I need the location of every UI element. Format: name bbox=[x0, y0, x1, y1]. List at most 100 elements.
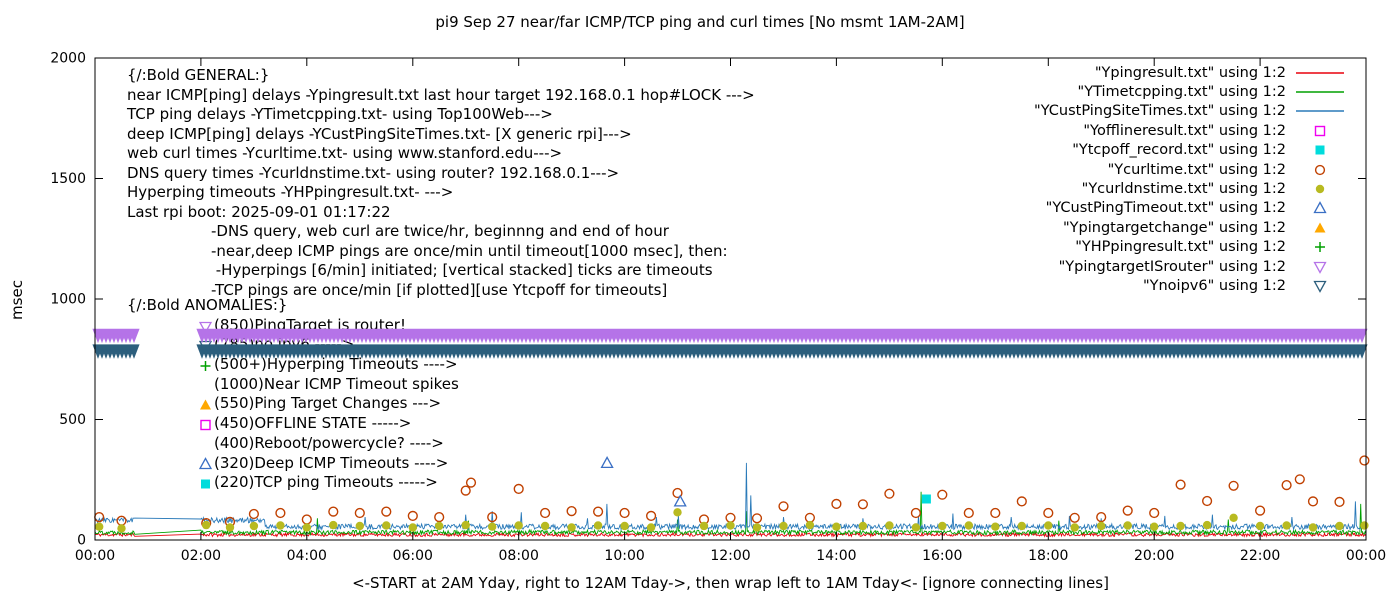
anomaly-note-line: (1000)Near ICMP Timeout spikes bbox=[197, 375, 459, 395]
triangle-down-open-marker-icon bbox=[198, 341, 213, 354]
magenta-open-square-icon bbox=[1314, 125, 1326, 137]
general-note-line: TCP ping delays -YTimetcpping.txt- using… bbox=[127, 105, 553, 123]
legend-label: "YHPpingresult.txt" using 1:2 bbox=[1075, 239, 1286, 256]
y-tick-label: 500 bbox=[59, 412, 86, 428]
x-tick-label: 22:00 bbox=[1240, 548, 1280, 564]
blue-line-icon bbox=[1296, 110, 1344, 113]
anomaly-note-line: (550)Ping Target Changes ---> bbox=[197, 394, 459, 414]
anomaly-note-text: (220)TCP ping Timeouts -----> bbox=[214, 473, 438, 492]
x-tick-label: 12:00 bbox=[710, 548, 750, 564]
x-tick-label: 08:00 bbox=[499, 548, 539, 564]
y-tick-label: 2000 bbox=[50, 51, 86, 67]
legend-label: "Ycurldnstime.txt" using 1:2 bbox=[1081, 181, 1286, 198]
x-tick-label: 06:00 bbox=[393, 548, 433, 564]
anomaly-note-text: (785)no ipv6 -----> bbox=[214, 335, 355, 354]
legend-entry: "Ypingresult.txt" using 1:2 bbox=[1034, 63, 1348, 82]
points-Ycurldnstime.txt bbox=[95, 508, 1369, 533]
anomaly-note-text: (400)Reboot/powercycle? ----> bbox=[214, 433, 444, 452]
anomaly-note-text: (550)Ping Target Changes ---> bbox=[214, 394, 442, 413]
anomaly-note-text: (850)PingTarget is router! bbox=[214, 315, 406, 334]
legend-label: "Ytcpoff_record.txt" using 1:2 bbox=[1072, 142, 1286, 159]
x-tick-label: 16:00 bbox=[922, 548, 962, 564]
anomaly-note-text: {/:Bold ANOMALIES:} bbox=[127, 296, 288, 314]
legend-entry: "Yofflineresult.txt" using 1:2 bbox=[1034, 121, 1348, 140]
anomaly-note-text: (450)OFFLINE STATE -----> bbox=[214, 414, 412, 433]
legend-label: "Yofflineresult.txt" using 1:2 bbox=[1083, 122, 1286, 139]
legend-entry: "YCustPingTimeout.txt" using 1:2 bbox=[1034, 199, 1348, 218]
anomaly-note-line: (220)TCP ping Timeouts -----> bbox=[197, 473, 459, 493]
anomaly-note-line: (450)OFFLINE STATE -----> bbox=[197, 414, 459, 434]
y-tick-label: 1500 bbox=[50, 171, 86, 187]
triangle-filled-marker-icon bbox=[200, 399, 211, 410]
general-notes: {/:Bold GENERAL:} near ICMP[ping] delays … bbox=[127, 66, 755, 300]
anomaly-note-text: (500+)Hyperping Timeouts ----> bbox=[214, 355, 458, 374]
legend: "Ypingresult.txt" using 1:2 "YTimetcpping… bbox=[1034, 63, 1348, 296]
x-tick-label: 02:00 bbox=[181, 548, 221, 564]
anomaly-note-line: (320)Deep ICMP Timeouts ----> bbox=[197, 454, 459, 474]
legend-entry: "Ycurltime.txt" using 1:2 bbox=[1034, 160, 1348, 179]
legend-entry: "Ypingtargetchange" using 1:2 bbox=[1034, 218, 1348, 237]
legend-label: "YTimetcpping.txt" using 1:2 bbox=[1077, 84, 1286, 101]
x-tick-label: 10:00 bbox=[604, 548, 644, 564]
x-tick-label: 00:00 bbox=[1346, 548, 1386, 564]
legend-label: "Ypingresult.txt" using 1:2 bbox=[1094, 64, 1286, 81]
rust-open-circle-icon bbox=[1314, 164, 1326, 175]
general-note-line: {/:Bold GENERAL:} bbox=[127, 66, 270, 84]
legend-entry: "Ytcpoff_record.txt" using 1:2 bbox=[1034, 141, 1348, 160]
legend-label: "YCustPingSiteTimes.txt" using 1:2 bbox=[1034, 103, 1286, 120]
legend-entry: "YHPpingresult.txt" using 1:2 bbox=[1034, 238, 1348, 257]
x-tick-label: 14:00 bbox=[816, 548, 856, 564]
square-open-marker-icon bbox=[200, 419, 211, 431]
triangle-open-marker-icon bbox=[198, 457, 213, 470]
y-axis-label: msec bbox=[8, 280, 26, 320]
general-note-line: Last rpi boot: 2025-09-01 01:17:22 bbox=[127, 202, 391, 221]
anomaly-note-line: (850)PingTarget is router! bbox=[197, 316, 459, 336]
y-tick-label: 0 bbox=[77, 533, 86, 549]
chart-title: pi9 Sep 27 near/far ICMP/TCP ping and cu… bbox=[435, 13, 965, 31]
general-note-line: -DNS query, web curl are twice/hr, begin… bbox=[211, 222, 669, 240]
general-note-line: near ICMP[ping] delays -Ypingresult.txt … bbox=[127, 85, 755, 104]
points-YCustPingTimeout.txt bbox=[600, 456, 687, 507]
anomalies-notes: {/:Bold ANOMALIES:} (850)PingTarget is ro… bbox=[127, 296, 459, 493]
cyan-filled-square-icon bbox=[1315, 145, 1325, 155]
anomaly-note-line: (785)no ipv6 -----> bbox=[197, 335, 459, 355]
anomaly-note-line: (500+)Hyperping Timeouts ----> bbox=[197, 355, 459, 375]
anomaly-note-text: (320)Deep ICMP Timeouts ----> bbox=[214, 453, 449, 472]
legend-entry: "Ycurldnstime.txt" using 1:2 bbox=[1034, 179, 1348, 198]
points-Ytcpoff_record.txt bbox=[921, 494, 931, 504]
general-note-line: web curl times -Ycurltime.txt- using www… bbox=[127, 144, 563, 162]
y-tick-label: 1000 bbox=[50, 292, 86, 308]
legend-label: "Ycurltime.txt" using 1:2 bbox=[1107, 161, 1286, 178]
legend-label: "YCustPingTimeout.txt" using 1:2 bbox=[1045, 200, 1286, 217]
olive-filled-circle-icon bbox=[1315, 184, 1325, 194]
general-note-line: Hyperping timeouts -YHPpingresult.txt- -… bbox=[127, 183, 454, 201]
anomaly-note-line: (400)Reboot/powercycle? ----> bbox=[197, 434, 459, 454]
x-tick-label: 18:00 bbox=[1028, 548, 1068, 564]
legend-label: "YpingtargetISrouter" using 1:2 bbox=[1058, 258, 1286, 275]
legend-entry: "Ynoipv6" using 1:2 bbox=[1034, 276, 1348, 295]
navy-down-triangle-icon bbox=[1313, 280, 1327, 293]
legend-label: "Ynoipv6" using 1:2 bbox=[1142, 277, 1286, 294]
plus-marker-icon bbox=[200, 360, 211, 371]
blue-open-triangle-icon bbox=[1313, 201, 1327, 214]
series-line-YTimetcpping.txt bbox=[94, 491, 1367, 537]
legend-entry: "YpingtargetISrouter" using 1:2 bbox=[1034, 257, 1348, 276]
orange-filled-triangle-icon bbox=[1314, 222, 1326, 233]
legend-entry: "YTimetcpping.txt" using 1:2 bbox=[1034, 82, 1348, 101]
x-tick-label: 04:00 bbox=[287, 548, 327, 564]
general-note-line: deep ICMP[ping] delays -YCustPingSiteTim… bbox=[127, 124, 632, 143]
violet-down-triangle-icon bbox=[1313, 261, 1327, 274]
triangle-down-open-marker-icon bbox=[198, 321, 213, 334]
none-marker-icon bbox=[197, 376, 214, 394]
series-line-Ypingresult.txt bbox=[94, 531, 1367, 538]
anomaly-note-text: (1000)Near ICMP Timeout spikes bbox=[214, 374, 459, 393]
general-note-line: -near,deep ICMP pings are once/min until… bbox=[211, 241, 728, 260]
legend-label: "Ypingtargetchange" using 1:2 bbox=[1063, 219, 1286, 236]
square-filled-marker-icon bbox=[201, 479, 210, 489]
general-note-line: -Hyperpings [6/min] initiated; [vertical… bbox=[211, 261, 713, 279]
general-note-line: DNS query times -Ycurldnstime.txt- using… bbox=[127, 163, 620, 182]
red-line-icon bbox=[1296, 71, 1344, 74]
x-tick-label: 20:00 bbox=[1134, 548, 1174, 564]
x-tick-label: 00:00 bbox=[75, 548, 115, 564]
